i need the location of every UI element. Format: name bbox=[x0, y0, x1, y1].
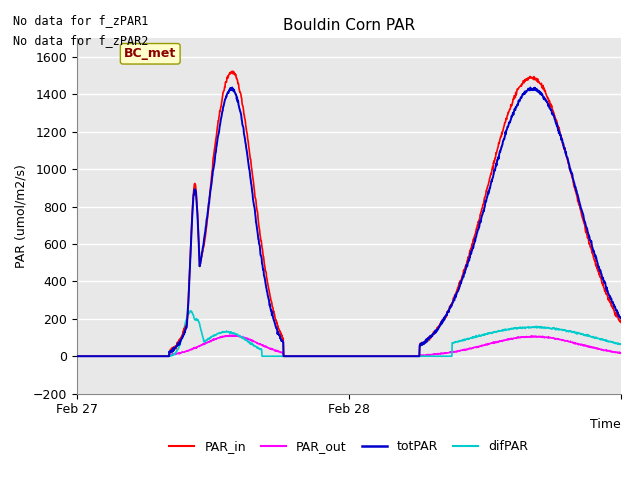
difPAR bbox=[505, 326, 513, 332]
PAR_in bbox=[434, 326, 442, 332]
Text: No data for f_zPAR2: No data for f_zPAR2 bbox=[13, 34, 148, 47]
PAR_in bbox=[180, 328, 188, 334]
difPAR bbox=[195, 318, 202, 324]
Line: PAR_out: PAR_out bbox=[77, 335, 621, 356]
PAR_in bbox=[194, 216, 202, 222]
difPAR bbox=[434, 353, 442, 359]
PAR_out bbox=[180, 349, 188, 355]
PAR_out bbox=[434, 351, 442, 357]
PAR_in bbox=[505, 110, 513, 116]
PAR_in bbox=[617, 320, 625, 325]
totPAR bbox=[194, 218, 202, 224]
Line: PAR_in: PAR_in bbox=[77, 71, 621, 356]
PAR_out bbox=[553, 336, 561, 342]
PAR_in bbox=[553, 118, 561, 123]
totPAR bbox=[434, 326, 442, 332]
PAR_out bbox=[73, 353, 81, 359]
PAR_out bbox=[230, 332, 238, 338]
totPAR bbox=[228, 84, 236, 90]
Line: difPAR: difPAR bbox=[77, 311, 621, 356]
Legend: PAR_in, PAR_out, totPAR, difPAR: PAR_in, PAR_out, totPAR, difPAR bbox=[164, 435, 533, 458]
difPAR bbox=[255, 346, 263, 352]
totPAR bbox=[73, 353, 81, 359]
difPAR bbox=[617, 341, 625, 347]
difPAR bbox=[187, 308, 195, 313]
difPAR bbox=[73, 353, 81, 359]
Y-axis label: PAR (umol/m2/s): PAR (umol/m2/s) bbox=[14, 164, 27, 268]
PAR_in bbox=[229, 68, 237, 74]
Text: Time: Time bbox=[590, 419, 621, 432]
Line: totPAR: totPAR bbox=[77, 87, 621, 356]
totPAR bbox=[617, 315, 625, 321]
Title: Bouldin Corn PAR: Bouldin Corn PAR bbox=[283, 18, 415, 33]
Text: No data for f_zPAR1: No data for f_zPAR1 bbox=[13, 14, 148, 27]
totPAR bbox=[255, 240, 263, 246]
PAR_out bbox=[194, 344, 202, 349]
PAR_in bbox=[255, 225, 263, 230]
totPAR bbox=[553, 120, 561, 126]
totPAR bbox=[505, 122, 513, 128]
difPAR bbox=[180, 324, 188, 330]
Text: BC_met: BC_met bbox=[124, 47, 177, 60]
PAR_out bbox=[255, 341, 263, 347]
difPAR bbox=[553, 325, 561, 331]
PAR_out bbox=[617, 350, 625, 356]
totPAR bbox=[180, 329, 188, 335]
PAR_in bbox=[73, 353, 81, 359]
PAR_out bbox=[505, 337, 513, 343]
